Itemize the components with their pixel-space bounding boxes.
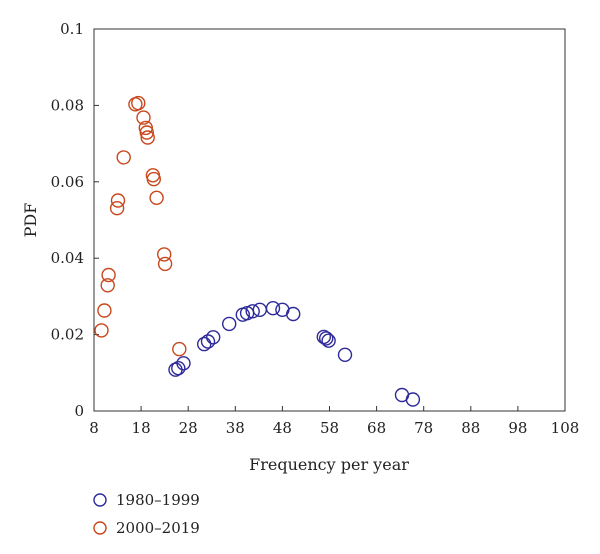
data-point bbox=[205, 330, 221, 345]
x-tick-label: 88 bbox=[461, 419, 480, 437]
series-1 bbox=[94, 95, 187, 357]
data-point bbox=[286, 306, 301, 322]
data-point bbox=[94, 323, 109, 338]
data-point bbox=[110, 193, 126, 208]
data-point bbox=[97, 303, 112, 318]
data-point bbox=[337, 347, 353, 362]
legend-marker-2000-2019 bbox=[93, 521, 107, 535]
x-tick-label: 108 bbox=[551, 419, 580, 437]
x-tick-label: 68 bbox=[367, 419, 386, 437]
x-tick-label: 78 bbox=[414, 419, 433, 437]
x-axis-label: Frequency per year bbox=[249, 455, 409, 474]
y-tick-label: 0.04 bbox=[51, 249, 84, 267]
data-point bbox=[196, 336, 212, 352]
data-points bbox=[94, 95, 421, 407]
data-point bbox=[316, 329, 331, 345]
data-point bbox=[405, 392, 421, 407]
legend-label-2000-2019: 2000–2019 bbox=[116, 519, 200, 537]
legend-marker-1980-1999 bbox=[93, 493, 107, 507]
data-point bbox=[221, 316, 237, 332]
data-point bbox=[321, 333, 336, 348]
legend-label-1980-1999: 1980–1999 bbox=[116, 491, 200, 509]
data-point bbox=[101, 267, 116, 283]
y-tick-label: 0.06 bbox=[51, 173, 84, 191]
series-0 bbox=[168, 301, 421, 407]
x-tick-label: 28 bbox=[179, 419, 198, 437]
data-point bbox=[149, 190, 164, 206]
x-tick-label: 48 bbox=[273, 419, 292, 437]
x-tick-label: 8 bbox=[89, 419, 99, 437]
data-point bbox=[319, 331, 334, 346]
data-point bbox=[176, 356, 191, 371]
data-point bbox=[140, 130, 155, 145]
y-tick-label: 0.02 bbox=[51, 326, 84, 344]
data-point bbox=[245, 304, 260, 319]
x-tick-label: 38 bbox=[226, 419, 245, 437]
data-point bbox=[265, 301, 281, 316]
data-point bbox=[131, 95, 146, 111]
data-point bbox=[146, 171, 162, 187]
data-point bbox=[109, 200, 125, 216]
axis-ticks: 8 18 28 38 48 58 68 78 88 98 108 0 0.02 0.04 0.06 0.08 0… bbox=[51, 20, 580, 437]
data-point bbox=[157, 256, 173, 272]
y-tick-label: 0.1 bbox=[60, 20, 84, 38]
data-point bbox=[156, 247, 172, 262]
x-tick-label: 58 bbox=[320, 419, 339, 437]
y-tick-label: 0.08 bbox=[51, 96, 84, 114]
x-tick-label: 98 bbox=[508, 419, 527, 437]
data-point bbox=[200, 334, 216, 349]
data-point bbox=[139, 125, 155, 140]
y-axis-label: PDF bbox=[21, 203, 40, 238]
y-tick-label: 0 bbox=[74, 402, 84, 420]
data-point bbox=[171, 361, 186, 376]
data-point bbox=[116, 150, 131, 165]
data-point bbox=[172, 341, 187, 357]
data-point bbox=[136, 110, 151, 125]
x-tick-label: 18 bbox=[132, 419, 151, 437]
legend: 1980–1999 2000–2019 bbox=[93, 491, 200, 537]
data-point bbox=[100, 278, 115, 293]
